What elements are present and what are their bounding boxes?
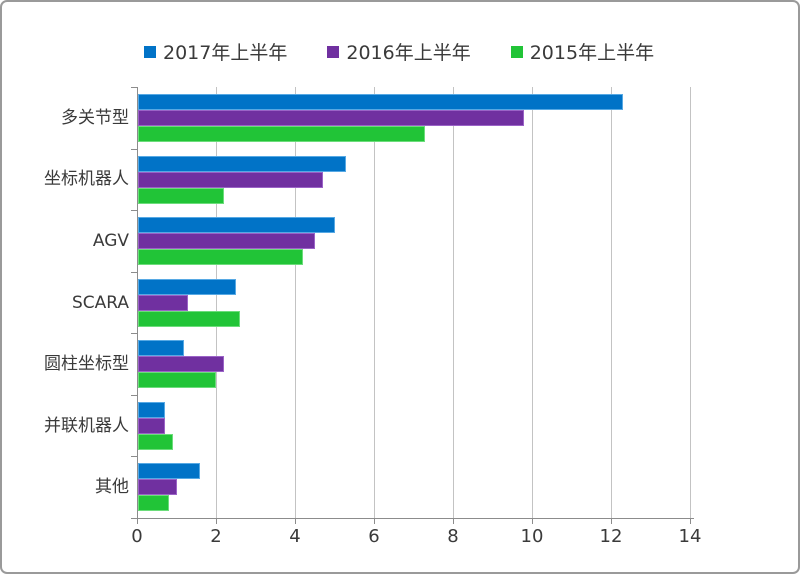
- chart-legend: 2017年上半年 2016年上半年 2015年上半年: [144, 38, 654, 65]
- gridline: [453, 87, 454, 518]
- bar-2015年上半年-并联机器人: [138, 433, 173, 450]
- bar-2016年上半年-多关节型: [138, 110, 525, 126]
- x-axis-tick: [295, 519, 296, 524]
- legend-swatch-icon: [144, 45, 156, 58]
- x-axis-tick-label: 10: [520, 526, 544, 547]
- legend-swatch-icon: [510, 45, 523, 58]
- x-axis-tick-label: 2: [210, 526, 222, 547]
- category-label: 圆柱坐标型: [44, 354, 129, 375]
- x-axis-tick: [611, 519, 612, 524]
- legend-entry: 2017年上半年: [144, 38, 287, 65]
- bar-2015年上半年-SCARA: [138, 310, 240, 327]
- y-axis-tick: [131, 148, 137, 150]
- plot-area: [131, 87, 694, 524]
- x-axis-tick-label: 4: [289, 526, 301, 547]
- y-axis-tick: [131, 333, 137, 335]
- y-axis-tick: [131, 87, 137, 88]
- x-axis-tick: [137, 519, 138, 524]
- bar-2016年上半年-并联机器人: [138, 417, 165, 434]
- legend-label: 2016年上半年: [346, 42, 471, 64]
- y-axis-tick: [131, 518, 137, 519]
- bar-2017年上半年-坐标机器人: [138, 155, 347, 172]
- x-axis-tick: [216, 519, 217, 524]
- category-label: 多关节型: [61, 107, 129, 128]
- bar-2017年上半年-并联机器人: [138, 401, 165, 418]
- category-label: 并联机器人: [44, 415, 129, 436]
- bar-2015年上半年-圆柱坐标型: [138, 372, 216, 389]
- y-axis-tick: [131, 394, 137, 396]
- bar-2015年上半年-AGV: [138, 249, 303, 266]
- bar-2015年上半年-多关节型: [138, 126, 426, 142]
- bar-2016年上半年-SCARA: [138, 294, 189, 311]
- legend-label: 2017年上半年: [163, 42, 288, 64]
- gridline: [532, 87, 533, 518]
- x-axis-tick-label: 14: [678, 526, 702, 547]
- gridline: [216, 87, 217, 518]
- bar-2017年上半年-其他: [138, 463, 201, 480]
- legend-label: 2015年上半年: [529, 42, 655, 64]
- x-axis-tick: [374, 519, 375, 524]
- bar-2016年上半年-AGV: [138, 233, 315, 250]
- bar-2017年上半年-圆柱坐标型: [138, 340, 185, 357]
- y-axis-line: [137, 87, 138, 518]
- legend-entry: 2016年上半年: [327, 38, 471, 65]
- bar-2016年上半年-圆柱坐标型: [138, 356, 224, 373]
- category-label: 坐标机器人: [44, 169, 129, 190]
- category-label: 其他: [95, 477, 129, 498]
- gridline: [690, 87, 691, 518]
- bar-2016年上半年-其他: [138, 479, 177, 496]
- bar-2017年上半年-SCARA: [138, 278, 236, 295]
- x-axis-line: [131, 518, 694, 519]
- bar-2016年上半年-坐标机器人: [138, 171, 323, 188]
- x-axis-tick-label: 12: [599, 526, 623, 547]
- x-axis-tick: [532, 519, 533, 524]
- x-axis-tick-label: 6: [368, 526, 380, 547]
- bar-2017年上半年-AGV: [138, 217, 335, 234]
- category-label: AGV: [92, 230, 129, 251]
- gridline: [374, 87, 375, 518]
- x-axis-tick-label: 0: [131, 526, 143, 547]
- x-axis-tick: [453, 519, 454, 524]
- legend-swatch-icon: [327, 45, 340, 58]
- bar-2015年上半年-坐标机器人: [138, 187, 224, 204]
- gridline: [295, 87, 296, 518]
- x-axis-tick-label: 8: [447, 526, 459, 547]
- y-axis-tick: [131, 456, 137, 458]
- y-axis-tick: [131, 210, 137, 212]
- gridline: [611, 87, 612, 518]
- bar-2015年上半年-其他: [138, 495, 169, 512]
- legend-entry: 2015年上半年: [510, 38, 655, 65]
- y-axis-tick: [131, 271, 137, 273]
- category-label: SCARA: [71, 292, 129, 313]
- bar-2017年上半年-多关节型: [138, 94, 623, 110]
- x-axis-tick: [690, 519, 691, 524]
